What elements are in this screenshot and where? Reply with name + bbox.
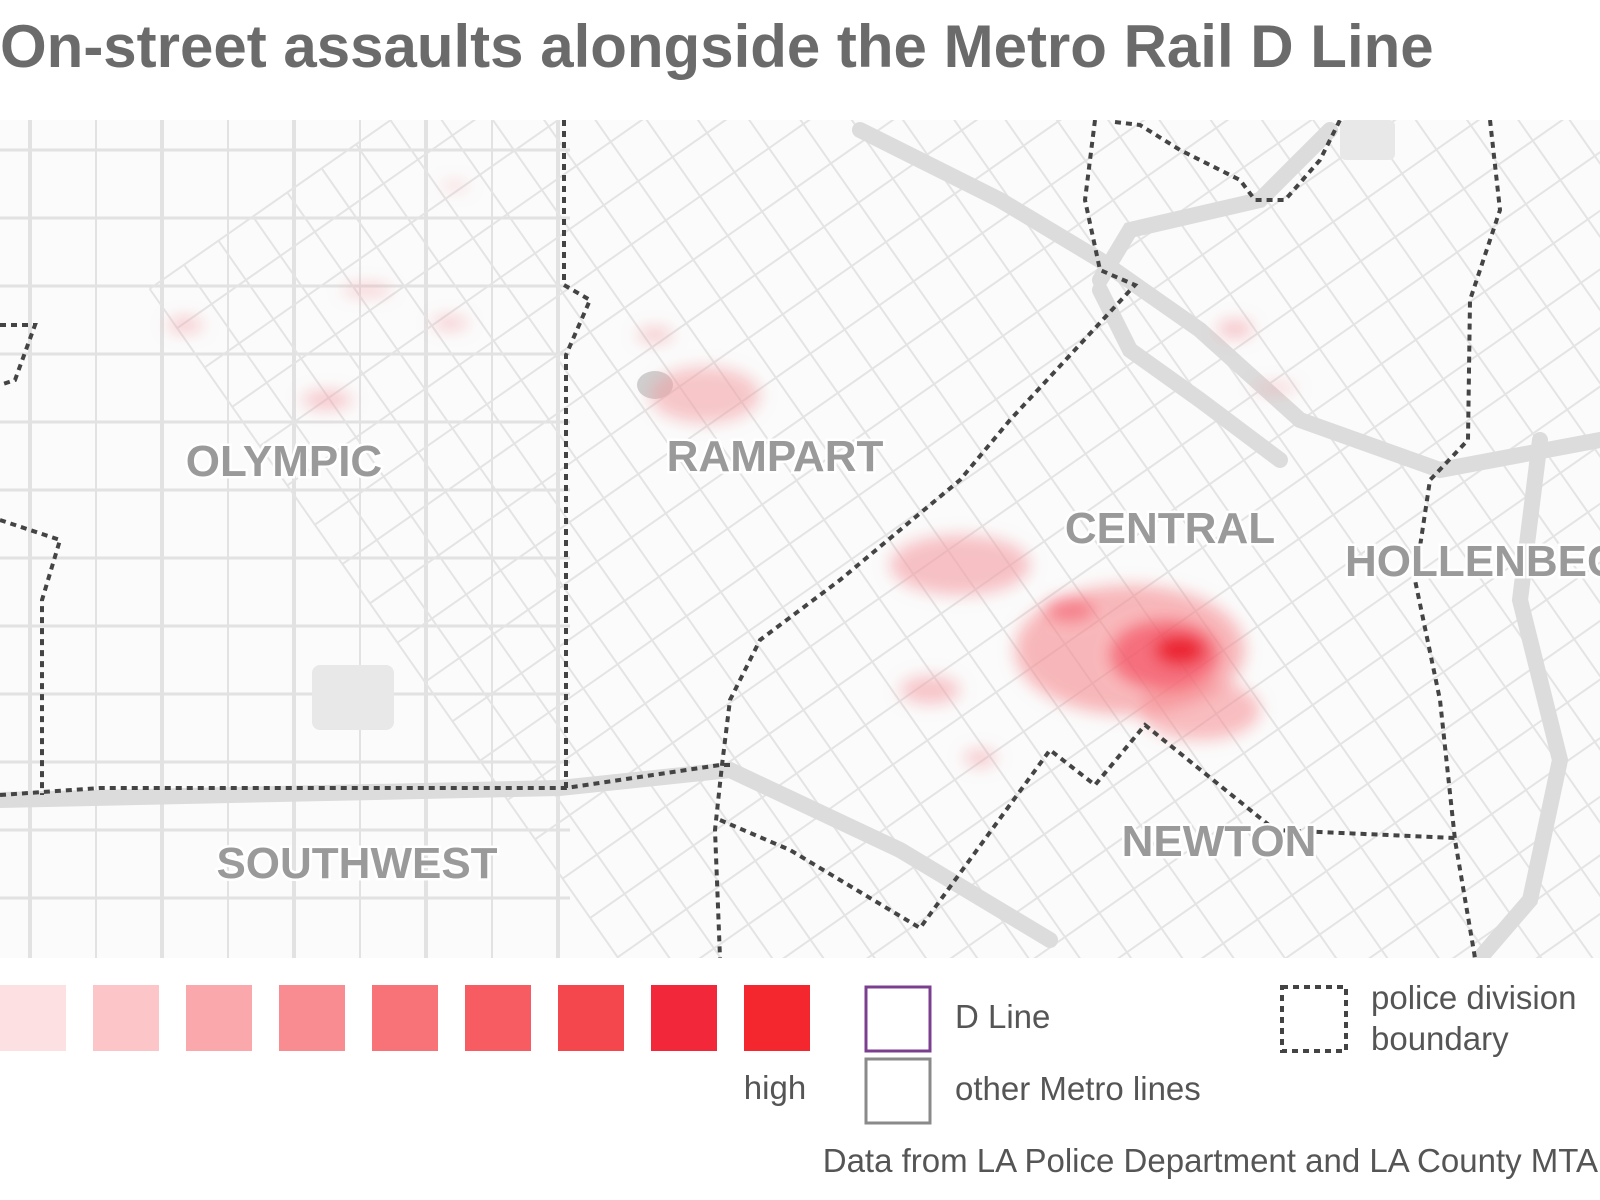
street bbox=[727, 368, 1600, 958]
legend-high-label: high bbox=[744, 1069, 806, 1106]
legend-label: other Metro lines bbox=[955, 1070, 1201, 1107]
police-boundaries bbox=[0, 120, 1503, 958]
legend-swatch bbox=[558, 985, 624, 1051]
street bbox=[699, 120, 1600, 958]
street bbox=[451, 120, 1518, 723]
division-label: OLYMPIC bbox=[186, 437, 382, 486]
legend-label: boundary bbox=[1371, 1020, 1509, 1057]
legend-swatch bbox=[372, 985, 438, 1051]
street bbox=[320, 167, 1241, 958]
street bbox=[1008, 120, 1600, 958]
street bbox=[231, 120, 1298, 408]
street bbox=[424, 120, 1491, 683]
legend-swatch bbox=[279, 985, 345, 1051]
street bbox=[837, 525, 1600, 958]
legend-line-swatch bbox=[864, 1057, 932, 1125]
division-label: NEWTON bbox=[1122, 817, 1317, 866]
title: On-street assaults alongside the Metro R… bbox=[0, 13, 1434, 80]
street bbox=[341, 120, 1408, 565]
street bbox=[768, 120, 1600, 958]
legend-swatch bbox=[744, 985, 810, 1051]
street bbox=[864, 564, 1600, 958]
street bbox=[1043, 120, 1600, 958]
street bbox=[217, 240, 1137, 958]
street bbox=[252, 215, 1172, 958]
division-label: HOLLENBECK bbox=[1345, 537, 1600, 586]
legend-label: D Line bbox=[955, 998, 1050, 1035]
street bbox=[802, 120, 1600, 958]
street bbox=[369, 120, 1436, 605]
street bbox=[492, 120, 1413, 958]
street bbox=[148, 288, 1069, 958]
street bbox=[562, 132, 1600, 880]
street bbox=[286, 191, 1206, 958]
legend-swatch bbox=[651, 985, 717, 1051]
source: Data from LA Police Department and LA Co… bbox=[823, 1142, 1598, 1179]
street bbox=[149, 120, 1216, 290]
legend-boundary-swatch bbox=[1280, 985, 1348, 1053]
street bbox=[664, 120, 1585, 958]
street bbox=[396, 120, 1463, 644]
street bbox=[176, 120, 1243, 329]
street bbox=[754, 407, 1600, 958]
street bbox=[809, 486, 1600, 958]
street bbox=[782, 446, 1600, 958]
legend-label: police division bbox=[1371, 979, 1576, 1016]
legend-swatch bbox=[93, 985, 159, 1051]
heat bbox=[167, 183, 1297, 766]
street bbox=[527, 120, 1447, 958]
street bbox=[286, 120, 1353, 487]
street bbox=[458, 120, 1378, 958]
street bbox=[905, 120, 1600, 958]
legend-line-swatch bbox=[864, 985, 932, 1053]
street bbox=[183, 264, 1103, 958]
street bbox=[617, 210, 1600, 958]
street bbox=[940, 120, 1600, 958]
division-label: CENTRAL bbox=[1065, 504, 1275, 553]
street bbox=[1077, 120, 1600, 950]
street bbox=[204, 120, 1271, 369]
street bbox=[389, 120, 1310, 958]
street bbox=[355, 143, 1275, 958]
legend-swatch bbox=[465, 985, 531, 1051]
street bbox=[534, 120, 1600, 841]
division-label: RAMPART bbox=[667, 432, 884, 481]
legend: high D Line other Metro lines police div… bbox=[0, 979, 1576, 1125]
street bbox=[506, 120, 1574, 801]
legend-swatch bbox=[0, 985, 66, 1051]
street bbox=[1112, 120, 1600, 926]
street bbox=[836, 120, 1600, 958]
division-label: SOUTHWEST bbox=[216, 839, 497, 888]
street bbox=[733, 120, 1600, 958]
street bbox=[314, 120, 1381, 526]
street bbox=[424, 120, 1344, 958]
street bbox=[974, 120, 1600, 958]
map-background bbox=[0, 120, 1600, 958]
legend-swatch bbox=[186, 985, 252, 1051]
